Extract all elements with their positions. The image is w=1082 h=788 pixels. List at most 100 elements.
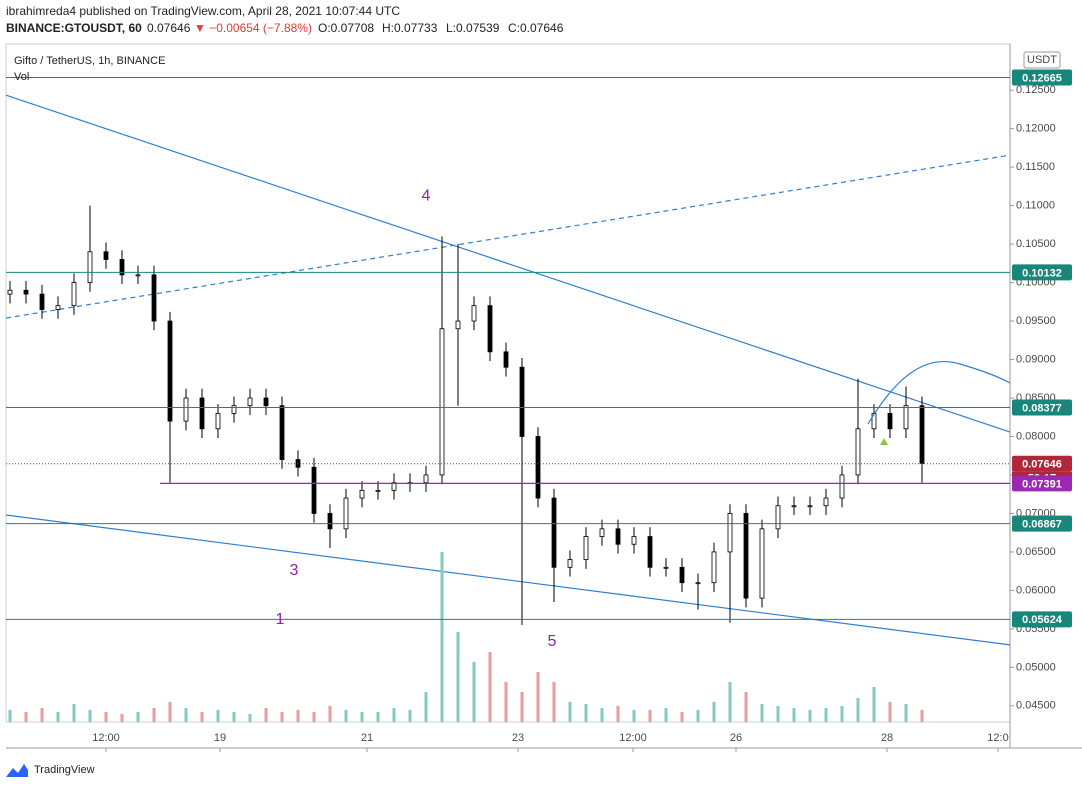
- x-tick-label: 28: [881, 732, 893, 744]
- y-tick-label: 0.11500: [1016, 161, 1055, 173]
- support-badge: [1012, 475, 1072, 492]
- candle-body: [807, 505, 813, 508]
- volume-bar: [104, 712, 108, 722]
- candle-body: [167, 320, 173, 422]
- candle-body: [439, 328, 445, 476]
- volume-bar: [712, 702, 716, 722]
- level-badge: [1012, 69, 1072, 86]
- last-price-badge: [1012, 455, 1072, 472]
- volume-bar: [40, 708, 44, 722]
- level-badge-label: 0.12665: [1022, 72, 1062, 84]
- candle-body: [567, 559, 573, 568]
- candle-body: [391, 482, 397, 491]
- candle-body: [135, 274, 141, 277]
- candle-body: [199, 397, 205, 430]
- candle-body: [887, 412, 893, 430]
- wave-label: 4: [422, 187, 431, 204]
- candle-body: [551, 497, 557, 568]
- plot-layer: 4 3 1 5: [5, 76, 1014, 752]
- currency: USDT: [1027, 54, 1057, 66]
- candle-body: [231, 405, 237, 414]
- candle-body: [695, 582, 701, 585]
- y-tick-label: 0.09000: [1016, 353, 1056, 365]
- candle-body: [119, 259, 125, 276]
- volume-bar: [552, 682, 556, 722]
- level-badge-label: 0.10132: [1022, 267, 1062, 279]
- candle-body: [663, 566, 669, 569]
- wave-label: 5: [548, 633, 557, 650]
- candle-body: [215, 412, 221, 430]
- volume-bar: [920, 710, 924, 722]
- volume-bar: [360, 712, 364, 722]
- volume-bar: [88, 710, 92, 722]
- volume-bar: [280, 712, 284, 722]
- candle-body: [103, 251, 109, 260]
- candle-body: [599, 528, 605, 537]
- candle-body: [775, 505, 781, 530]
- x-tick-label: 12:00: [619, 732, 647, 744]
- volume-label: Vol: [14, 71, 29, 83]
- candle-body: [903, 405, 909, 430]
- candle-body: [55, 305, 61, 310]
- volume-bar: [872, 687, 876, 722]
- x-tick-label: 12:0: [987, 732, 1008, 744]
- volume-bar: [8, 710, 12, 722]
- y-tick-label: 0.06500: [1016, 546, 1056, 558]
- volume-bar: [312, 712, 316, 722]
- x-tick-label: 19: [214, 732, 226, 744]
- volume-bar: [424, 692, 428, 722]
- volume-bar: [504, 682, 508, 722]
- volume-bar: [344, 710, 348, 722]
- volume-bar: [232, 712, 236, 722]
- y-tick-label: 0.06000: [1016, 584, 1056, 596]
- volume-bar: [472, 662, 476, 722]
- level-badge: [1012, 399, 1072, 416]
- y-tick-label: 0.10500: [1016, 238, 1056, 250]
- volume-bar: [792, 708, 796, 722]
- candle-body: [503, 351, 509, 368]
- volume-bar: [456, 632, 460, 722]
- candle-body: [615, 528, 621, 545]
- marker-triangle: [880, 438, 888, 445]
- volume-bar: [488, 652, 492, 722]
- last-price-badge-label: 0.07646: [1022, 459, 1062, 471]
- candle-body: [279, 405, 285, 460]
- volume-bar: [120, 714, 124, 722]
- volume-bar: [520, 692, 524, 722]
- y-tick-label: 0.08000: [1016, 430, 1056, 442]
- volume-bar: [696, 710, 700, 722]
- candle-body: [151, 274, 157, 322]
- volume-bar: [728, 682, 732, 722]
- level-badge-label: 0.05624: [1022, 614, 1063, 626]
- candle-body: [583, 536, 589, 561]
- volume-bar: [760, 704, 764, 722]
- volume-bar: [72, 704, 76, 722]
- candle-body: [759, 528, 765, 599]
- volume-bar: [152, 708, 156, 722]
- candle-body: [23, 289, 29, 295]
- volume-bar: [408, 710, 412, 722]
- volume-bar: [904, 704, 908, 722]
- candle-body: [39, 293, 45, 310]
- y-tick-label: 0.05000: [1016, 661, 1056, 673]
- volume-bar: [168, 702, 172, 722]
- wave-label: 1: [276, 611, 285, 628]
- volume-bar: [56, 712, 60, 722]
- support-badge-label: 0.07391: [1022, 478, 1062, 490]
- close-value: C:0.07646: [508, 21, 564, 35]
- volume-bar: [840, 706, 844, 722]
- candle-body: [375, 489, 381, 492]
- volume-bar: [856, 698, 860, 722]
- volume-bar: [264, 708, 268, 722]
- candle-body: [263, 397, 269, 407]
- candle-body: [711, 551, 717, 584]
- candle-body: [7, 289, 13, 295]
- candle-body: [311, 466, 317, 514]
- trendline: [5, 154, 1011, 319]
- footer-brand: TradingView: [34, 764, 95, 776]
- candle-body: [327, 513, 333, 530]
- high-value: H:0.07733: [382, 21, 438, 35]
- open-value: O:0.07708: [318, 21, 374, 35]
- volume-bar: [216, 710, 220, 722]
